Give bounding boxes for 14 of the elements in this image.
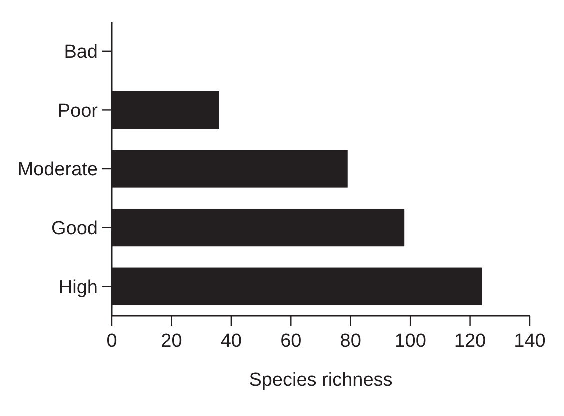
x-tick-label: 0: [106, 331, 118, 352]
x-tick-label: 20: [161, 331, 182, 352]
y-tick-label: Poor: [58, 100, 99, 122]
y-tick-label: High: [58, 277, 98, 298]
x-axis-title: Species richness: [249, 370, 393, 391]
x-tick-label: 60: [280, 331, 302, 352]
y-tick-label: Bad: [64, 42, 98, 64]
x-tick-label: 100: [394, 331, 426, 352]
x-tick-label: 120: [454, 331, 486, 352]
x-tick-label: 140: [514, 331, 546, 352]
y-tick-label: Moderate: [18, 160, 98, 181]
x-tick-label: 40: [220, 331, 242, 352]
y-tick-label: Good: [52, 218, 98, 240]
x-tick-label: 80: [340, 331, 362, 352]
